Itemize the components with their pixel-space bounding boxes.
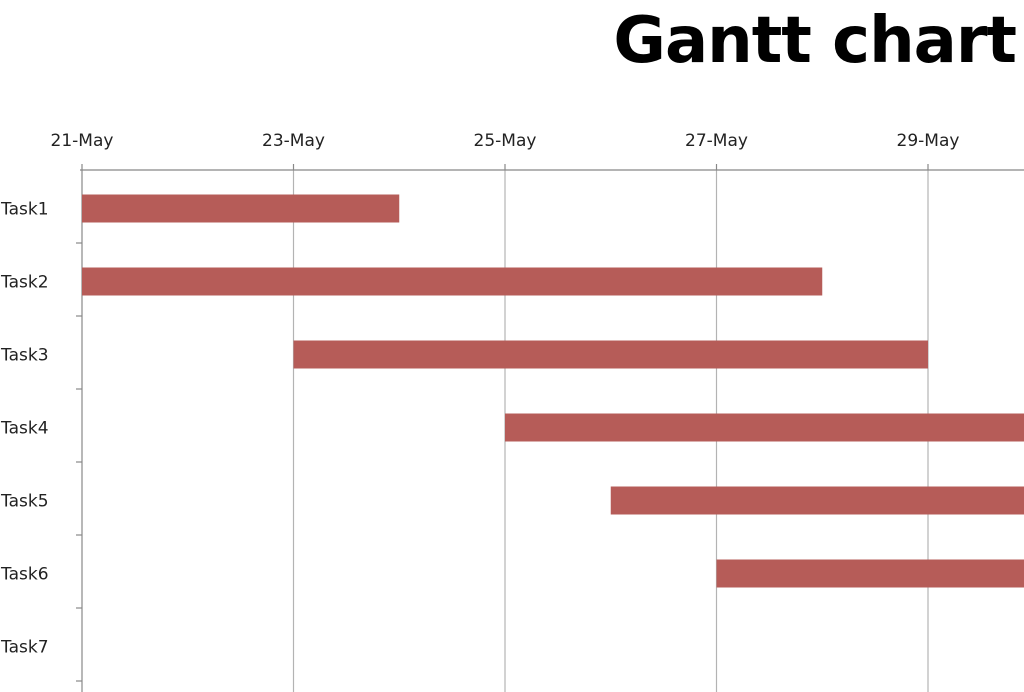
task-bar <box>716 559 1024 588</box>
task-label: Task5 <box>0 492 49 512</box>
task-label: Task1 <box>0 200 49 220</box>
chart-title: Gantt chart <box>613 4 1017 78</box>
task-label: Task6 <box>0 565 49 585</box>
task-bar <box>293 340 928 369</box>
task-bar <box>82 194 400 223</box>
x-tick-label: 25-May <box>474 131 537 151</box>
task-label: Task3 <box>0 346 49 366</box>
task-label: Task7 <box>0 638 49 658</box>
axes <box>76 164 1024 692</box>
task-label: Task4 <box>0 419 49 439</box>
task-bars <box>82 194 1024 588</box>
x-tick-label: 29-May <box>897 131 960 151</box>
task-bar <box>610 486 1024 515</box>
task-bar <box>82 267 823 296</box>
x-tick-label: 21-May <box>51 131 114 151</box>
task-bar <box>505 413 1024 442</box>
x-tick-label: 27-May <box>685 131 748 151</box>
task-label: Task2 <box>0 273 49 293</box>
labels: 21-May 23-May 25-May 27-May 29-May Task1 Task2… <box>0 131 959 658</box>
x-tick-label: 23-May <box>262 131 325 151</box>
